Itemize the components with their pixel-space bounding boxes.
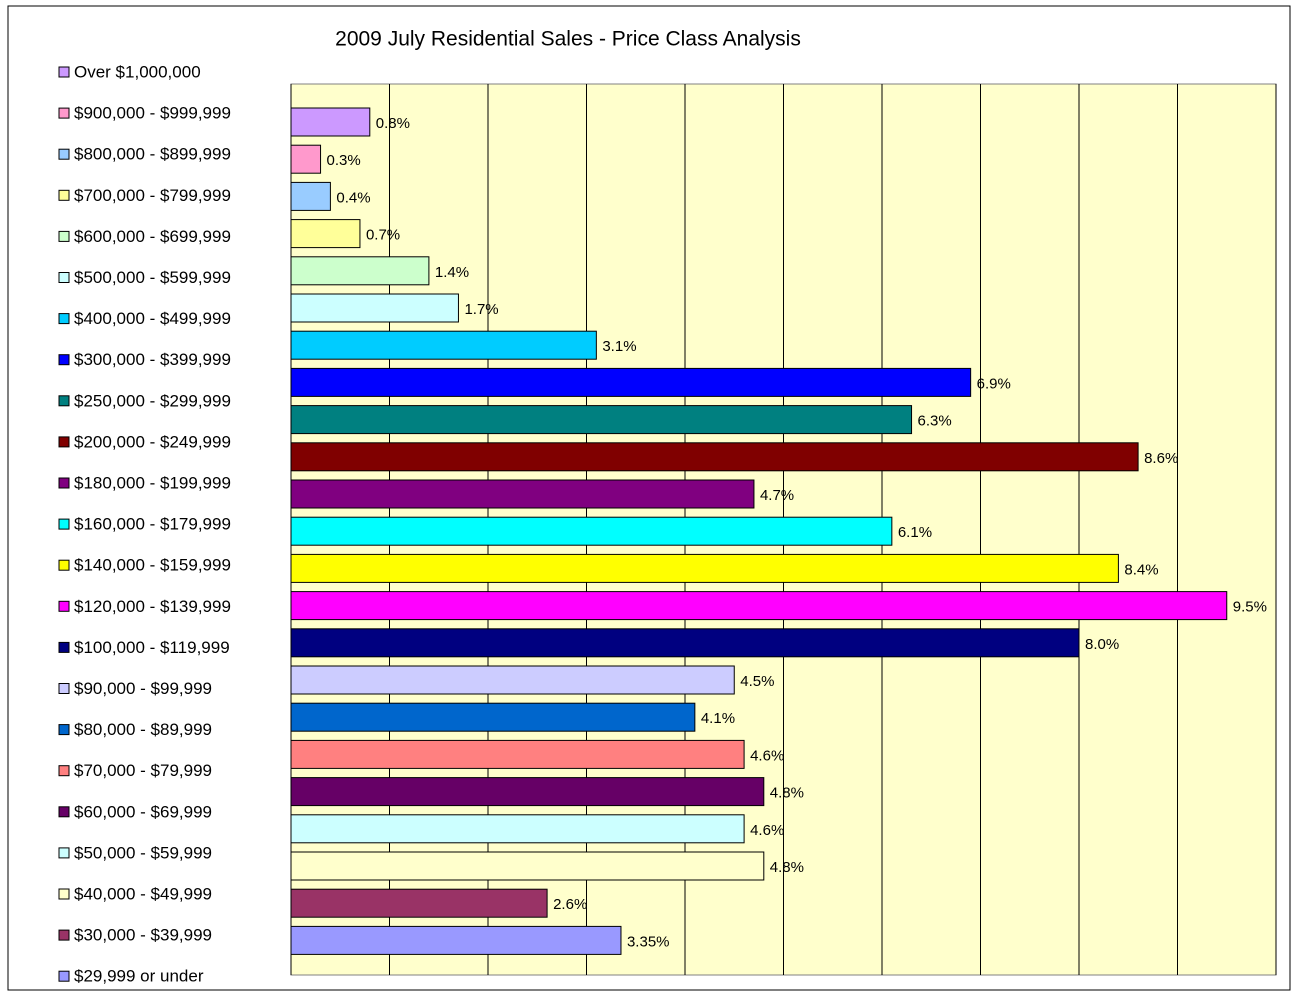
bar: [290, 814, 745, 844]
bar: [290, 442, 1139, 472]
legend-swatch: [58, 765, 70, 777]
value-label: 2.6%: [553, 896, 587, 913]
legend-swatch: [58, 806, 70, 818]
bar: [290, 405, 913, 435]
value-label: 3.1%: [602, 338, 636, 355]
legend-swatch: [58, 66, 70, 78]
legend-label: $90,000 - $99,999: [74, 679, 212, 698]
value-label: 0.4%: [336, 189, 370, 206]
value-label: 4.1%: [701, 710, 735, 727]
legend-label: $50,000 - $59,999: [74, 843, 212, 862]
bar: [290, 553, 1119, 583]
bar: [290, 367, 972, 397]
legend-label: $800,000 - $899,999: [74, 145, 231, 164]
legend-label: $250,000 - $299,999: [74, 391, 231, 410]
value-label: 8.0%: [1085, 636, 1119, 653]
value-label: 4.7%: [760, 487, 794, 504]
legend-swatch: [58, 354, 70, 366]
bar: [290, 516, 893, 546]
bar: [290, 144, 322, 174]
legend-label: $300,000 - $399,999: [74, 350, 231, 369]
legend-swatch: [58, 847, 70, 859]
legend-label: $180,000 - $199,999: [74, 473, 231, 492]
bar: [290, 219, 361, 249]
legend-label: $500,000 - $599,999: [74, 268, 231, 287]
value-label: 8.4%: [1124, 561, 1158, 578]
value-label: 0.3%: [327, 152, 361, 169]
legend-label: $30,000 - $39,999: [74, 926, 212, 945]
chart-title: 2009 July Residential Sales - Price Clas…: [335, 28, 801, 51]
legend-label: $400,000 - $499,999: [74, 309, 231, 328]
value-label: 4.8%: [770, 785, 804, 802]
bar: [290, 628, 1080, 658]
legend-swatch: [58, 888, 70, 900]
legend-swatch: [58, 148, 70, 160]
legend-label: $200,000 - $249,999: [74, 432, 231, 451]
bar: [290, 181, 331, 211]
legend-swatch: [58, 477, 70, 489]
legend-label: $40,000 - $49,999: [74, 884, 212, 903]
value-label: 6.1%: [898, 524, 932, 541]
legend-swatch: [58, 272, 70, 283]
value-label: 4.8%: [770, 859, 804, 876]
bar: [290, 293, 459, 323]
bar: [290, 591, 1228, 621]
value-label: 9.5%: [1233, 599, 1267, 616]
legend-label: $140,000 - $159,999: [74, 556, 231, 575]
legend-swatch: [58, 559, 70, 571]
legend-swatch: [58, 600, 70, 612]
legend-swatch: [58, 929, 70, 941]
value-label: 6.3%: [918, 413, 952, 430]
legend-swatch: [58, 683, 70, 694]
legend-swatch: [58, 436, 70, 448]
legend-swatch: [58, 230, 70, 242]
value-label: 3.35%: [627, 933, 670, 950]
value-label: 1.7%: [464, 301, 498, 318]
legend-swatch: [58, 313, 70, 325]
legend-label: $600,000 - $699,999: [74, 227, 231, 246]
legend-label: $160,000 - $179,999: [74, 515, 231, 534]
bar: [290, 256, 430, 286]
bar: [290, 777, 765, 807]
legend-swatch: [58, 518, 70, 530]
bar: [290, 925, 622, 955]
value-label: 0.8%: [376, 115, 410, 132]
legend-swatch: [58, 395, 70, 407]
bar: [290, 739, 745, 769]
bar: [290, 479, 755, 509]
legend-label: $29,999 or under: [74, 967, 204, 986]
bar: [290, 665, 735, 695]
bar: [290, 107, 371, 137]
bar: [290, 888, 548, 918]
value-label: 1.4%: [435, 264, 469, 281]
legend-swatch: [58, 107, 70, 119]
legend-label: Over $1,000,000: [74, 62, 201, 81]
legend-label: $80,000 - $89,999: [74, 720, 212, 739]
bar: [290, 330, 597, 360]
value-label: 6.9%: [977, 375, 1011, 392]
value-label: 8.6%: [1144, 450, 1178, 467]
legend-swatch: [58, 641, 70, 653]
legend-label: $900,000 - $999,999: [74, 104, 231, 123]
legend-swatch: [58, 724, 70, 736]
value-label: 4.6%: [750, 822, 784, 839]
value-label: 4.5%: [740, 673, 774, 690]
value-label: 4.6%: [750, 747, 784, 764]
legend-swatch: [58, 189, 70, 201]
legend-label: $700,000 - $799,999: [74, 186, 231, 205]
legend-label: $60,000 - $69,999: [74, 802, 212, 821]
value-label: 0.7%: [366, 227, 400, 244]
legend-label: $120,000 - $139,999: [74, 597, 231, 616]
legend-label: $100,000 - $119,999: [74, 638, 230, 657]
legend-swatch: [58, 970, 70, 982]
bar: [290, 851, 765, 881]
legend-label: $70,000 - $79,999: [74, 761, 212, 780]
bar: [290, 702, 696, 732]
